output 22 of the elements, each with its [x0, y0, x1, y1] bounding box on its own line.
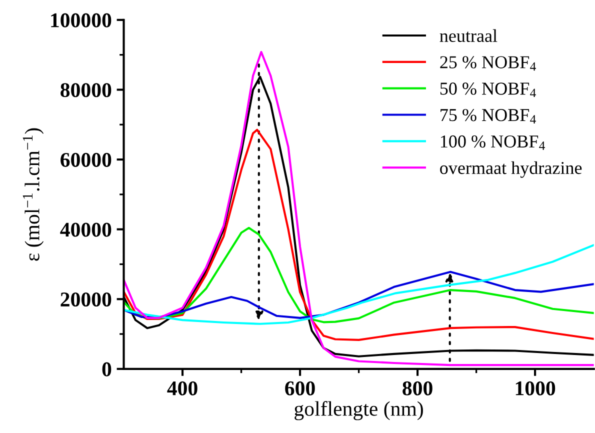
y-tick-label: 60000	[60, 152, 112, 167]
y-axis-title: ε (mol$^{−1}$.l.cm$^{−1}$)	[22, 128, 44, 261]
y-tick-label: 0	[102, 362, 112, 376]
line-series	[124, 226, 594, 324]
legend-label: 50 % NOBF$_{4}$	[440, 82, 536, 98]
x-tick-label: 1000	[516, 381, 556, 396]
legend-label: 25 % NOBF$_{4}$	[440, 56, 536, 71]
y-tick-label: 80000	[60, 83, 112, 98]
legend-label: neutraal	[440, 29, 498, 42]
x-axis-title: golflengte (nm)	[294, 401, 423, 420]
line-series	[124, 128, 594, 341]
line-series	[124, 270, 594, 320]
x-tick-label: 400	[167, 381, 198, 396]
legend-label: overmaat hydrazine	[440, 161, 582, 178]
x-tick-label: 800	[402, 381, 432, 396]
legend-label: 100 % NOBF$_{4}$	[440, 135, 545, 150]
line-series	[124, 244, 594, 325]
legend-label: 75 % NOBF$_{4}$	[440, 108, 536, 124]
y-tick-label: 40000	[60, 222, 112, 237]
y-tick-label: 100000	[51, 13, 112, 28]
x-tick-label: 600	[285, 381, 315, 396]
y-tick-label: 20000	[60, 292, 112, 307]
